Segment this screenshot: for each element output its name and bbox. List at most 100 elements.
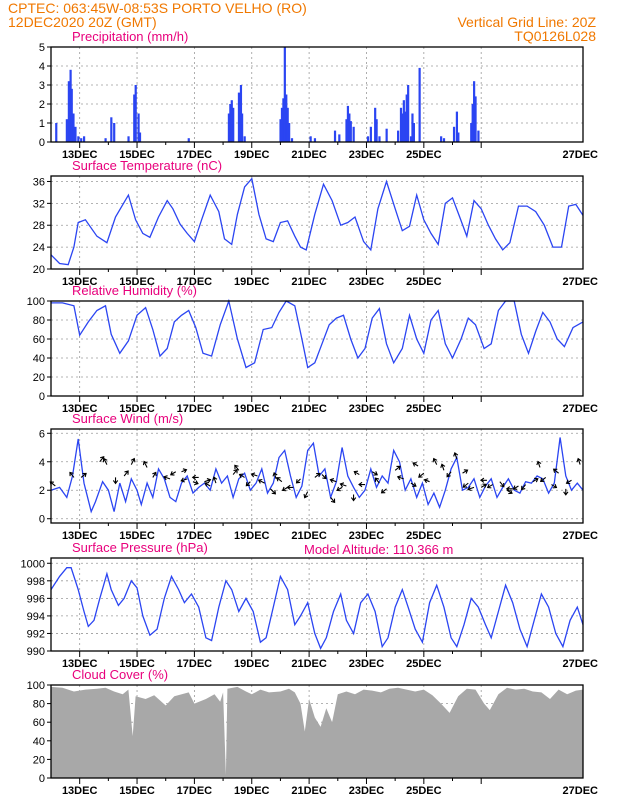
cloud-cover-area [51, 686, 583, 778]
wind-arrow [551, 483, 558, 489]
precip-bar [133, 94, 136, 142]
wind-arrow [232, 468, 238, 475]
precip-bar [239, 85, 243, 142]
x-tick-label: 21DEC [291, 658, 327, 670]
panel-frame [50, 684, 584, 779]
precip-bar [397, 130, 400, 142]
precip-bar [369, 126, 372, 142]
x-tick-label: 25DEC [406, 785, 442, 797]
y-tick-label: 998 [27, 576, 45, 588]
wind-arrow [329, 478, 337, 484]
wind-arrow [142, 460, 148, 468]
precip-bar [290, 138, 294, 142]
wind-arrow [479, 477, 487, 483]
wind-arrow [539, 476, 547, 483]
series-line [50, 567, 584, 650]
wind-arrow [339, 482, 347, 488]
wind-arrow [350, 494, 357, 502]
x-tick-label: 15DEC [119, 785, 155, 797]
x-tick-label: 21DEC [291, 403, 327, 415]
wind-arrow [69, 471, 75, 478]
x-tick-label: 15DEC [119, 530, 155, 542]
precip-bar [241, 113, 244, 142]
wind-arrow [396, 475, 404, 481]
precip-bar [187, 138, 190, 142]
precip-bar [411, 113, 414, 142]
precip-bar [104, 138, 107, 142]
series-line [50, 437, 584, 514]
x-tick-label: 27DEC [563, 276, 599, 288]
precip-bar [110, 117, 113, 142]
precip-bar [243, 136, 246, 142]
wind-arrow [432, 457, 438, 465]
x-tick-label: 27DEC [563, 149, 599, 161]
x-tick-label: 25DEC [406, 403, 442, 415]
x-tick-label: 23DEC [349, 276, 385, 288]
wind-arrow [234, 464, 240, 471]
precip-bar [409, 136, 413, 142]
wind-arrow [130, 457, 136, 465]
wind-arrow [204, 478, 212, 484]
panel-title: Cloud Cover (%) [72, 667, 168, 682]
x-tick-label: 13DEC [62, 403, 98, 415]
x-tick-label: 15DEC [119, 149, 155, 161]
x-tick-label: 23DEC [349, 149, 385, 161]
wind-arrow [446, 471, 452, 478]
x-tick-label: 25DEC [406, 658, 442, 670]
y-tick-label: 5 [39, 42, 45, 54]
y-tick-label: 1 [39, 118, 45, 130]
precip-bar [227, 113, 231, 142]
precip-bar [72, 113, 75, 142]
y-tick-label: 992 [27, 628, 45, 640]
y-tick-label: 0 [39, 773, 45, 785]
precip-bar [82, 136, 86, 142]
precip-bar [338, 134, 341, 142]
y-tick-label: 36 [33, 176, 45, 188]
x-tick-label: 17DEC [177, 785, 213, 797]
wind-arrow [512, 485, 519, 490]
precip-bar [137, 113, 140, 142]
precip-bar [229, 104, 232, 142]
wind-arrow [314, 472, 321, 478]
wind-arrow [412, 462, 419, 467]
panel-frame [50, 175, 584, 270]
x-tick-label: 27DEC [563, 658, 599, 670]
wind-arrow [423, 478, 430, 484]
wind-arrow [152, 471, 157, 478]
wind-arrow [303, 491, 309, 499]
x-tick-label: 19DEC [234, 785, 270, 797]
precip-bar [346, 105, 350, 142]
precip-bar [374, 107, 377, 142]
precip-bar [113, 123, 116, 142]
wind-arrow [250, 472, 258, 478]
precip-bar [418, 67, 421, 142]
wind-arrow [180, 477, 188, 483]
x-tick-label: 21DEC [291, 276, 327, 288]
panel-title: Surface Wind (m/s) [72, 411, 183, 426]
precip-bar [457, 132, 460, 142]
precip-bar [309, 136, 312, 142]
x-tick-label: 13DEC [62, 530, 98, 542]
x-tick-label: 19DEC [234, 403, 270, 415]
precip-bar [440, 136, 443, 142]
precip-bar [285, 94, 288, 142]
precip-bar [477, 130, 480, 142]
precip-bar [138, 132, 142, 142]
header-grid-line: Vertical Grid Line: 20Z [457, 14, 596, 30]
wind-arrow [276, 477, 283, 483]
x-tick-label: 25DEC [406, 530, 442, 542]
y-tick-label: 4 [39, 61, 45, 73]
wind-arrow [506, 489, 513, 495]
x-tick-label: 23DEC [349, 785, 385, 797]
y-tick-label: 20 [33, 264, 45, 276]
wind-arrow [532, 477, 539, 483]
y-tick-label: 100 [27, 296, 45, 308]
precip-bar [134, 85, 137, 142]
wind-arrow [181, 468, 188, 474]
x-tick-label: 23DEC [349, 530, 385, 542]
wind-arrow [270, 488, 277, 495]
wind-arrow [336, 486, 343, 492]
precip-bar [345, 119, 348, 142]
precip-bar [286, 107, 289, 142]
wind-arrow [410, 482, 417, 488]
